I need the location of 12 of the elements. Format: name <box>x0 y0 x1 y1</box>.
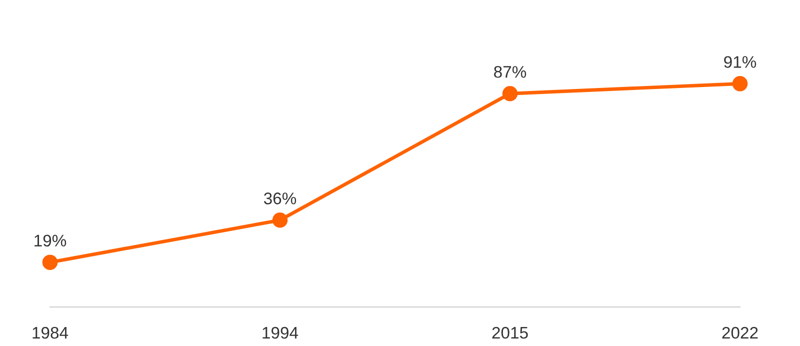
data-label: 91% <box>724 56 756 68</box>
point <box>732 76 748 92</box>
point <box>272 212 288 228</box>
x-tick-label: 2022 <box>722 326 758 339</box>
x-tick-label: 1994 <box>262 326 298 339</box>
point <box>42 254 58 270</box>
point <box>502 86 518 102</box>
data-label: 87% <box>494 66 526 78</box>
x-tick-label: 2015 <box>492 326 528 339</box>
data-label: 19% <box>34 234 66 247</box>
x-tick-label: 1984 <box>32 326 68 339</box>
data-label: 36% <box>264 192 296 204</box>
